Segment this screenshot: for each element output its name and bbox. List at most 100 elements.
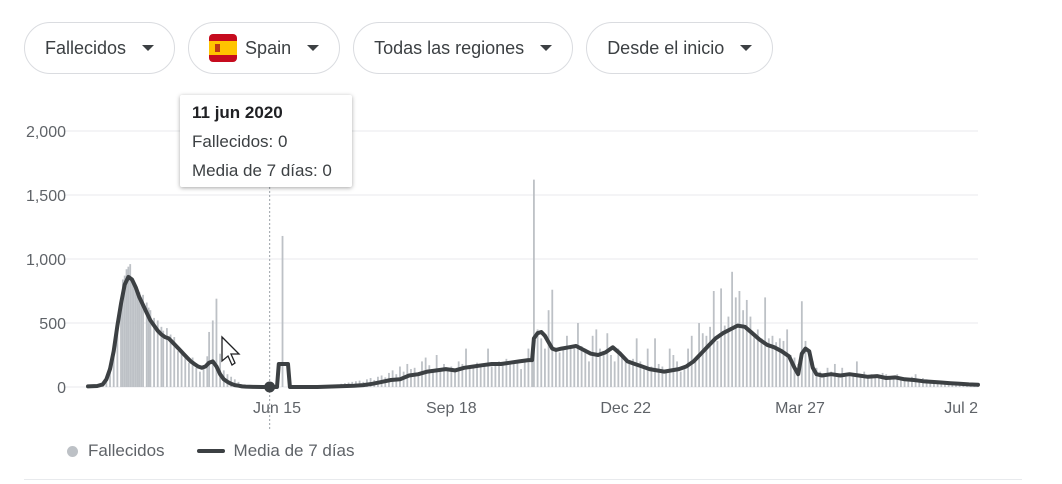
bar [443, 363, 445, 387]
bar [281, 235, 284, 387]
metric-dropdown-label: Fallecidos [45, 37, 127, 58]
x-tick-label: Jul 2 [944, 400, 978, 417]
bar [896, 374, 899, 387]
bar [745, 299, 748, 387]
bar [476, 362, 478, 387]
bar [112, 351, 115, 387]
bar [202, 366, 205, 387]
bar [903, 379, 906, 387]
bar [940, 383, 943, 387]
tooltip-average: Media de 7 días: 0 [192, 161, 332, 180]
caret-down-icon [142, 45, 155, 51]
bar [215, 298, 218, 387]
bar [683, 367, 686, 387]
bar [461, 363, 464, 387]
bar [569, 348, 572, 387]
bar [457, 361, 460, 387]
bar [134, 285, 137, 387]
bar [789, 355, 792, 387]
bar [472, 367, 475, 387]
period-dropdown[interactable]: Desde el inicio [586, 22, 774, 74]
bar [498, 361, 500, 387]
bar [892, 376, 895, 387]
bar [479, 363, 482, 387]
bar [454, 370, 456, 387]
bar [815, 367, 818, 387]
bar [668, 348, 671, 387]
caret-down-icon [740, 45, 753, 51]
bar [584, 348, 587, 387]
mouse-pointer-icon [221, 335, 241, 366]
bar [665, 371, 667, 387]
bar [208, 331, 211, 387]
bar [716, 340, 719, 387]
bar [650, 366, 653, 387]
bar [848, 372, 851, 387]
region-dropdown[interactable]: Todas las regiones [353, 22, 574, 74]
caret-down-icon [307, 45, 320, 51]
bar [450, 366, 453, 387]
bar [878, 375, 880, 387]
bar [844, 376, 847, 387]
bar [918, 381, 921, 387]
bar [657, 363, 660, 387]
bar [211, 320, 214, 387]
caret-down-icon [540, 45, 553, 51]
bar [127, 266, 130, 387]
bar [512, 363, 515, 387]
bar [661, 366, 664, 387]
bar [874, 378, 877, 387]
metric-dropdown[interactable]: Fallecidos [24, 22, 176, 74]
bar [533, 179, 535, 387]
country-dropdown-label: Spain [245, 37, 292, 58]
bar [804, 340, 807, 387]
bar [132, 280, 135, 387]
bar [147, 307, 150, 387]
bar [520, 369, 522, 387]
bar [782, 340, 785, 387]
bar [138, 292, 141, 387]
region-dropdown-label: Todas las regiones [374, 37, 525, 58]
bar [577, 323, 579, 387]
bar [591, 335, 594, 387]
country-dropdown[interactable]: Spain [188, 22, 341, 74]
bar [544, 348, 546, 387]
bar [819, 371, 822, 387]
y-tick-label: 2,000 [26, 124, 66, 141]
bar [180, 352, 183, 387]
bar [149, 310, 152, 387]
bar [734, 297, 737, 387]
bar [417, 374, 420, 387]
x-tick-label: Mar 27 [775, 400, 825, 417]
spain-flag-icon [209, 34, 238, 62]
x-tick-label: Dec 22 [600, 400, 651, 417]
bar [140, 297, 143, 387]
bar [756, 329, 759, 387]
bar [705, 335, 708, 387]
y-tick-label: 1,000 [26, 252, 66, 269]
bar [410, 369, 412, 387]
bar [540, 338, 543, 387]
bar [643, 367, 645, 387]
bar [505, 358, 508, 387]
y-tick-label: 500 [39, 316, 66, 333]
bar [129, 264, 132, 387]
bar [109, 367, 111, 387]
bar [595, 329, 598, 387]
bar [121, 279, 124, 387]
bar [527, 348, 530, 387]
bar [822, 374, 825, 387]
bar [720, 288, 722, 387]
bar [432, 371, 434, 387]
bar [709, 326, 711, 387]
bar [933, 383, 935, 387]
bar [613, 361, 616, 387]
bar [536, 329, 539, 387]
bar [767, 338, 770, 387]
bar [566, 335, 568, 387]
legend-line-swatch [196, 449, 225, 453]
bar [468, 366, 471, 387]
bar [723, 325, 726, 387]
bar [859, 374, 862, 387]
